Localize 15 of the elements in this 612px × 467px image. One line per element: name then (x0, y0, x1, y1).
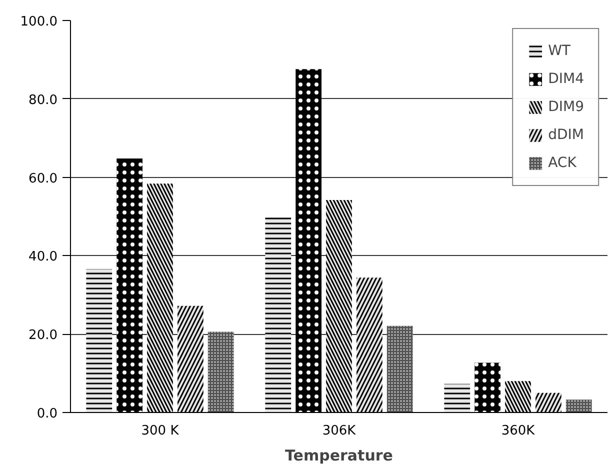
legend-label: dDIM (548, 127, 584, 143)
x-tick-label: 300 K (141, 424, 180, 438)
y-tick-label: 0.0 (36, 406, 58, 422)
y-tick-label: 80.0 (28, 92, 58, 108)
legend-label: WT (548, 43, 570, 59)
y-tick-label: 60.0 (28, 171, 58, 186)
legend-label: DIM9 (548, 99, 584, 115)
legend-label: DIM4 (548, 71, 584, 87)
x-tick-label: 306K (322, 424, 356, 438)
legend-label: ACK (548, 155, 576, 171)
y-tick-label: 20.0 (28, 328, 58, 344)
y-tick-label: 40.0 (28, 250, 58, 265)
y-tick-label: 100.0 (20, 14, 58, 30)
x-tick-label: 360K (501, 424, 536, 438)
x-axis-title: Temperature (285, 446, 393, 464)
